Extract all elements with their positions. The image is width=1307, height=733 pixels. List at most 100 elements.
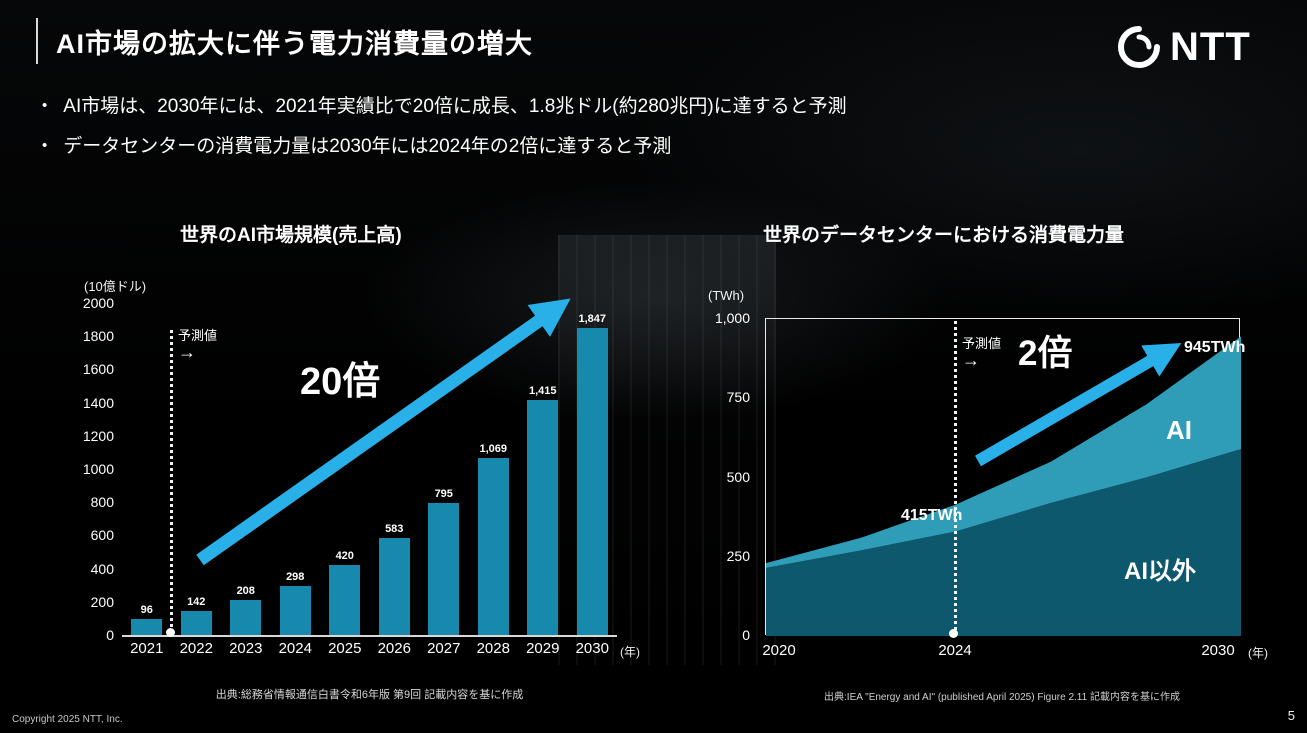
bar-value-label: 1,847 (578, 313, 607, 325)
bar-chart-source: 出典:総務省情報通信白書令和6年版 第9回 記載内容を基に作成 (215, 689, 524, 701)
y-tick-label: 1200 (82, 427, 114, 444)
series-label-non-ai: AI以外 (1124, 558, 1196, 585)
bar-chart-title: 世界のAI市場規模(売上高) (180, 225, 402, 246)
y-tick-label: 1600 (82, 361, 114, 378)
x-tick-label: 2021 (130, 640, 164, 657)
bar-rect (329, 565, 361, 635)
x-tick-label: 2027 (427, 640, 461, 657)
y-tick-label: 500 (726, 468, 750, 485)
forecast-annotation: 予測値 → (178, 327, 218, 362)
y-tick-label: 0 (742, 627, 750, 643)
value-label-2024-total: 415TWh (901, 507, 963, 524)
bar-chart-yaxis: 0 200 400 600 800 1000 1200 1400 1600 1800 2000 (52, 295, 114, 643)
bar-2026: 583 (374, 523, 414, 635)
x-tick-label: 2026 (377, 640, 411, 657)
x-tick-label: 2028 (476, 640, 510, 657)
growth-multiplier-label: 2倍 (1018, 334, 1073, 373)
bar-2023: 208 (226, 585, 266, 635)
y-tick-label: 1800 (82, 328, 114, 345)
growth-multiplier-label: 20倍 (300, 361, 381, 403)
area-chart-yaxis: 0 250 500 750 1,000 (690, 310, 750, 643)
area-chart-svg (766, 336, 1241, 636)
bar-chart-bars: 96 142 208 298 420 583 795 1,069 1,415 1,847 (122, 303, 617, 637)
forecast-label: 予測値 (178, 328, 218, 343)
bullet-item: データセンターの消費電力量は2030年には2024年の2倍に達すると予測 (42, 126, 847, 166)
forecast-label: 予測値 (962, 336, 1002, 351)
bar-2029: 1,415 (523, 385, 563, 635)
area-series-non-ai (766, 448, 1241, 636)
bar-rect (180, 611, 212, 635)
bar-value-label: 208 (236, 585, 255, 597)
y-tick-label: 800 (90, 494, 114, 511)
y-tick-label: 1400 (82, 394, 114, 411)
bar-value-label: 142 (187, 596, 206, 608)
y-tick-label: 600 (90, 527, 114, 544)
area-chart-source: 出典:IEA "Energy and AI" (published April … (824, 692, 1180, 703)
x-tick-2020: 2020 (762, 642, 796, 659)
title-accent-line (36, 18, 38, 64)
bar-rect (378, 538, 410, 635)
area-chart-title: 世界のデータセンターにおける消費電力量 (763, 225, 1125, 246)
y-tick-label: 400 (90, 560, 114, 577)
bar-value-label: 420 (335, 550, 354, 562)
growth-arrow-20x (196, 298, 571, 566)
forecast-divider-line-2024 (954, 321, 957, 630)
series-label-ai: AI (1166, 415, 1192, 445)
y-tick-label: 1,000 (714, 310, 750, 326)
x-tick-label: 2029 (526, 640, 560, 657)
bar-2025: 420 (325, 550, 365, 635)
area-chart-x-axis-unit: (年) (1248, 646, 1268, 660)
y-tick-label: 200 (90, 593, 114, 610)
bar-value-label: 96 (140, 604, 153, 616)
forecast-divider-dot-2024 (949, 629, 958, 638)
x-tick-label: 2023 (229, 640, 263, 657)
bar-2027: 795 (424, 488, 464, 635)
bar-value-label: 1,415 (528, 385, 557, 397)
ntt-logo-text: NTT (1170, 24, 1251, 69)
bar-rect (279, 586, 311, 635)
y-tick-label: 0 (106, 627, 114, 643)
bar-rect (428, 503, 460, 635)
bar-rect (477, 458, 509, 635)
area-chart-plot: 予測値 → 2倍 945TWh 415TWh AI AI以外 (765, 318, 1245, 638)
forecast-divider-dot (166, 628, 175, 637)
bar-rect (230, 600, 262, 635)
y-tick-label: 2000 (82, 295, 114, 311)
y-tick-label: 750 (726, 389, 750, 406)
growth-arrow-2x (974, 342, 1182, 467)
area-series-ai (766, 336, 1241, 568)
right-arrow-icon: → (962, 350, 980, 370)
bar-value-label: 298 (286, 571, 305, 583)
bar-2022: 142 (176, 596, 216, 635)
x-tick-label: 2030 (575, 640, 609, 657)
copyright: Copyright 2025 NTT, Inc. (12, 714, 123, 725)
right-arrow-icon: → (178, 342, 196, 362)
bar-rect (131, 619, 163, 635)
x-tick-label: 2024 (278, 640, 312, 657)
value-label-2030-total: 945TWh (1184, 339, 1246, 356)
x-tick-label: 2025 (328, 640, 362, 657)
ntt-logo-icon (1118, 26, 1160, 68)
area-chart-unit-label: (TWh) (708, 288, 745, 303)
y-tick-label: 250 (726, 547, 750, 564)
bar-value-label: 1,069 (479, 443, 508, 455)
x-tick-label: 2022 (179, 640, 213, 657)
x-tick-2030: 2030 (1201, 642, 1235, 659)
ntt-logo: NTT (1116, 24, 1251, 70)
y-tick-label: 1000 (82, 461, 114, 477)
page-title: AI市場の拡大に伴う電力消費量の増大 (56, 29, 533, 59)
forecast-annotation: 予測値 → (962, 335, 1002, 370)
bar-chart-xaxis: 2021 2022 2023 2024 2025 2026 2027 2028 2029 2030 (122, 640, 617, 657)
bar-value-label: 583 (385, 523, 404, 535)
bar-2021: 96 (127, 604, 167, 635)
bar-chart-unit-label: (10億ドル) (84, 279, 147, 294)
bar-2030: 1,847 (572, 313, 612, 635)
bar-rect (576, 328, 608, 635)
bar-value-label: 795 (434, 488, 453, 500)
page-number: 5 (1287, 708, 1295, 723)
forecast-divider-line (170, 330, 173, 633)
bar-2028: 1,069 (473, 443, 513, 635)
bar-chart-x-axis-unit: (年) (620, 645, 640, 659)
bar-2024: 298 (275, 571, 315, 635)
